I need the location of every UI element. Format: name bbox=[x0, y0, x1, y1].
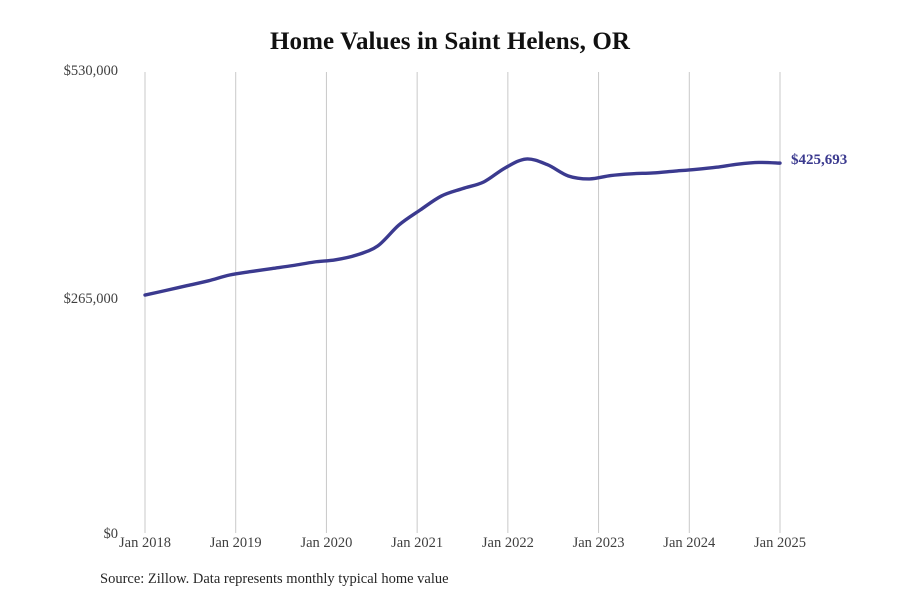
x-axis-tick-label: Jan 2018 bbox=[119, 535, 171, 551]
x-axis-tick-label: Jan 2020 bbox=[300, 535, 353, 551]
y-axis-tick-label-zero: $0 bbox=[103, 526, 119, 542]
end-value-annotation: $425,693 bbox=[791, 152, 848, 169]
x-axis-tick-label: Jan 2024 bbox=[663, 535, 716, 551]
x-axis-tick-label: Jan 2022 bbox=[481, 535, 534, 551]
gridlines bbox=[144, 72, 781, 533]
x-axis-tick-label: Jan 2019 bbox=[209, 535, 262, 551]
y-axis-tick-label-mid: $265,000 bbox=[63, 291, 118, 307]
x-axis-tick-label: Jan 2025 bbox=[754, 535, 806, 551]
x-axis-tick-label: Jan 2021 bbox=[391, 535, 444, 551]
value-line-series bbox=[143, 157, 782, 297]
y-axis-tick-label-top: $530,000 bbox=[63, 63, 118, 79]
chart-title: Home Values in Saint Helens, OR bbox=[269, 28, 631, 55]
source-note: Source: Zillow. Data represents monthly … bbox=[100, 571, 449, 587]
x-axis-tick-label: Jan 2023 bbox=[572, 535, 625, 551]
